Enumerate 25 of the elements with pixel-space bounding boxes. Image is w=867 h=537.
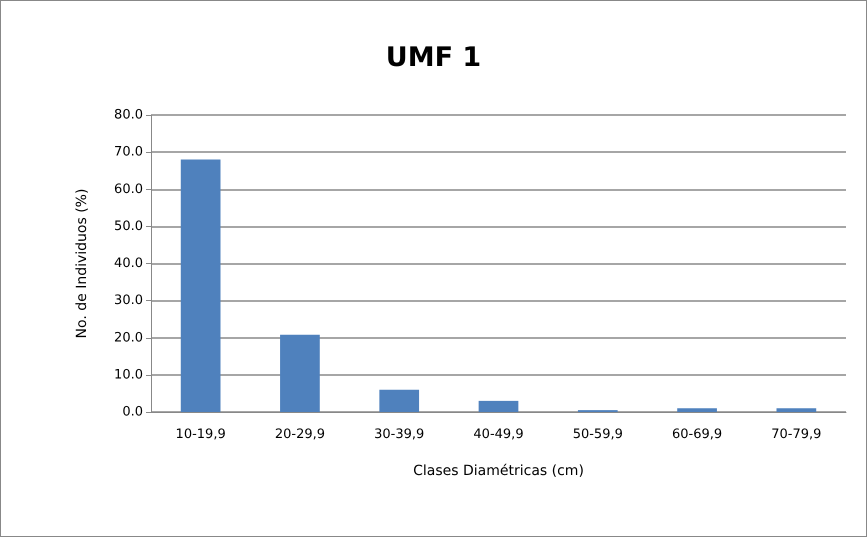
- y-tick-label: 70.0: [114, 144, 143, 160]
- y-tick-label: 80.0: [114, 108, 143, 122]
- y-tick-label: 0.0: [122, 404, 143, 420]
- y-tick-label: 60.0: [114, 182, 143, 197]
- bar: [180, 160, 220, 412]
- x-axis-title: Clases Diamétricas (cm): [413, 463, 584, 479]
- x-tick-label: 30-39,9: [374, 427, 424, 442]
- bar: [478, 400, 518, 412]
- bar: [379, 390, 420, 412]
- x-tick-label: 70-79,9: [771, 427, 822, 442]
- bar: [776, 408, 816, 412]
- x-tick-label: 60-69,9: [672, 427, 722, 442]
- x-tick-label: 40-49,9: [473, 427, 524, 442]
- y-tick-label: 30.0: [114, 293, 143, 308]
- bar: [677, 408, 717, 412]
- y-axis-title: No. de Individuos (%): [74, 188, 90, 338]
- y-tick-label: 40.0: [114, 256, 143, 271]
- x-tick-label: 10-19,9: [176, 427, 226, 442]
- y-tick-label: 50.0: [114, 218, 143, 234]
- y-tick-label: 10.0: [114, 367, 143, 382]
- chart-title: UMF 1: [386, 42, 482, 73]
- bar: [280, 334, 320, 412]
- y-tick-label: 20.0: [114, 330, 143, 346]
- x-tick-label: 50-59,9: [572, 427, 623, 442]
- x-tick-label: 20-29,9: [274, 427, 326, 442]
